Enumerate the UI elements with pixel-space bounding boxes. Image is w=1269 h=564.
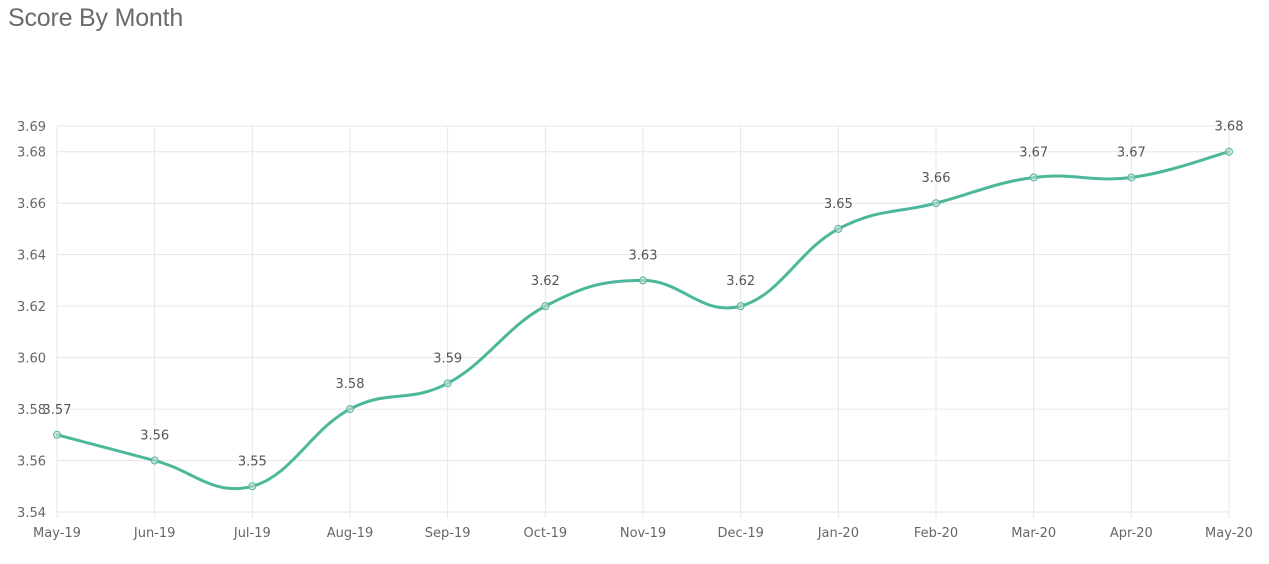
x-tick-label: Nov-19 [620, 526, 666, 541]
page-title: Score By Month [8, 4, 184, 32]
y-tick-label: 3.60 [17, 352, 46, 367]
data-point [248, 482, 257, 491]
x-tick-label: Jun-19 [133, 526, 176, 541]
x-tick-label: Dec-19 [717, 526, 763, 541]
data-label: 3.67 [1019, 145, 1048, 160]
data-label: 3.65 [824, 197, 853, 212]
data-label: 3.55 [238, 454, 267, 469]
data-label: 3.63 [629, 248, 658, 263]
data-label: 3.58 [336, 377, 365, 392]
data-labels: 3.57 3.56 3.55 3.58 3.59 3.62 3.63 3.62 3.65 3.66… [43, 120, 1244, 470]
data-label: 3.56 [140, 429, 169, 444]
x-tick-label: May-20 [1205, 526, 1253, 541]
y-tick-label: 3.54 [17, 506, 46, 521]
data-label: 3.59 [433, 351, 462, 366]
y-tick-label: 3.56 [17, 455, 46, 470]
data-point [932, 199, 940, 208]
y-tick-label: 3.64 [17, 249, 46, 264]
data-point [150, 456, 159, 465]
data-label: 3.68 [1215, 120, 1244, 135]
x-tick-label: Oct-19 [523, 526, 567, 541]
x-tick-label: Mar-20 [1011, 526, 1056, 541]
x-tick-label: Jan-20 [817, 526, 859, 541]
x-tick-label: Apr-20 [1110, 526, 1153, 541]
data-point [834, 224, 843, 233]
data-point [53, 430, 61, 439]
y-tick-label: 3.58 [17, 403, 46, 418]
data-label: 3.62 [726, 274, 755, 289]
data-label: 3.62 [531, 274, 560, 289]
data-point [1029, 173, 1038, 182]
data-point [541, 302, 550, 311]
data-point [346, 405, 354, 414]
data-point [1225, 147, 1233, 156]
data-point [1127, 173, 1136, 182]
data-point [639, 276, 647, 285]
y-tick-label: 3.69 [17, 120, 46, 135]
x-tick-label: Feb-20 [914, 526, 958, 541]
data-label: 3.66 [922, 171, 951, 186]
x-tick-label: May-19 [33, 526, 81, 541]
data-point [443, 379, 452, 388]
data-label: 3.67 [1117, 145, 1146, 160]
grid-lines [56, 125, 1230, 518]
data-points [53, 147, 1233, 491]
data-label: 3.57 [43, 403, 72, 418]
y-tick-label: 3.62 [17, 300, 46, 315]
x-tick-label: Jul-19 [233, 526, 271, 541]
x-tick-label: Aug-19 [327, 526, 374, 541]
data-point [736, 302, 745, 311]
x-tick-label: Sep-19 [425, 526, 471, 541]
y-tick-label: 3.68 [17, 146, 46, 161]
axis-labels: 3.54 3.56 3.58 3.60 3.62 3.64 3.66 3.68 3.69 May-… [17, 120, 1253, 541]
y-tick-label: 3.66 [17, 197, 46, 212]
